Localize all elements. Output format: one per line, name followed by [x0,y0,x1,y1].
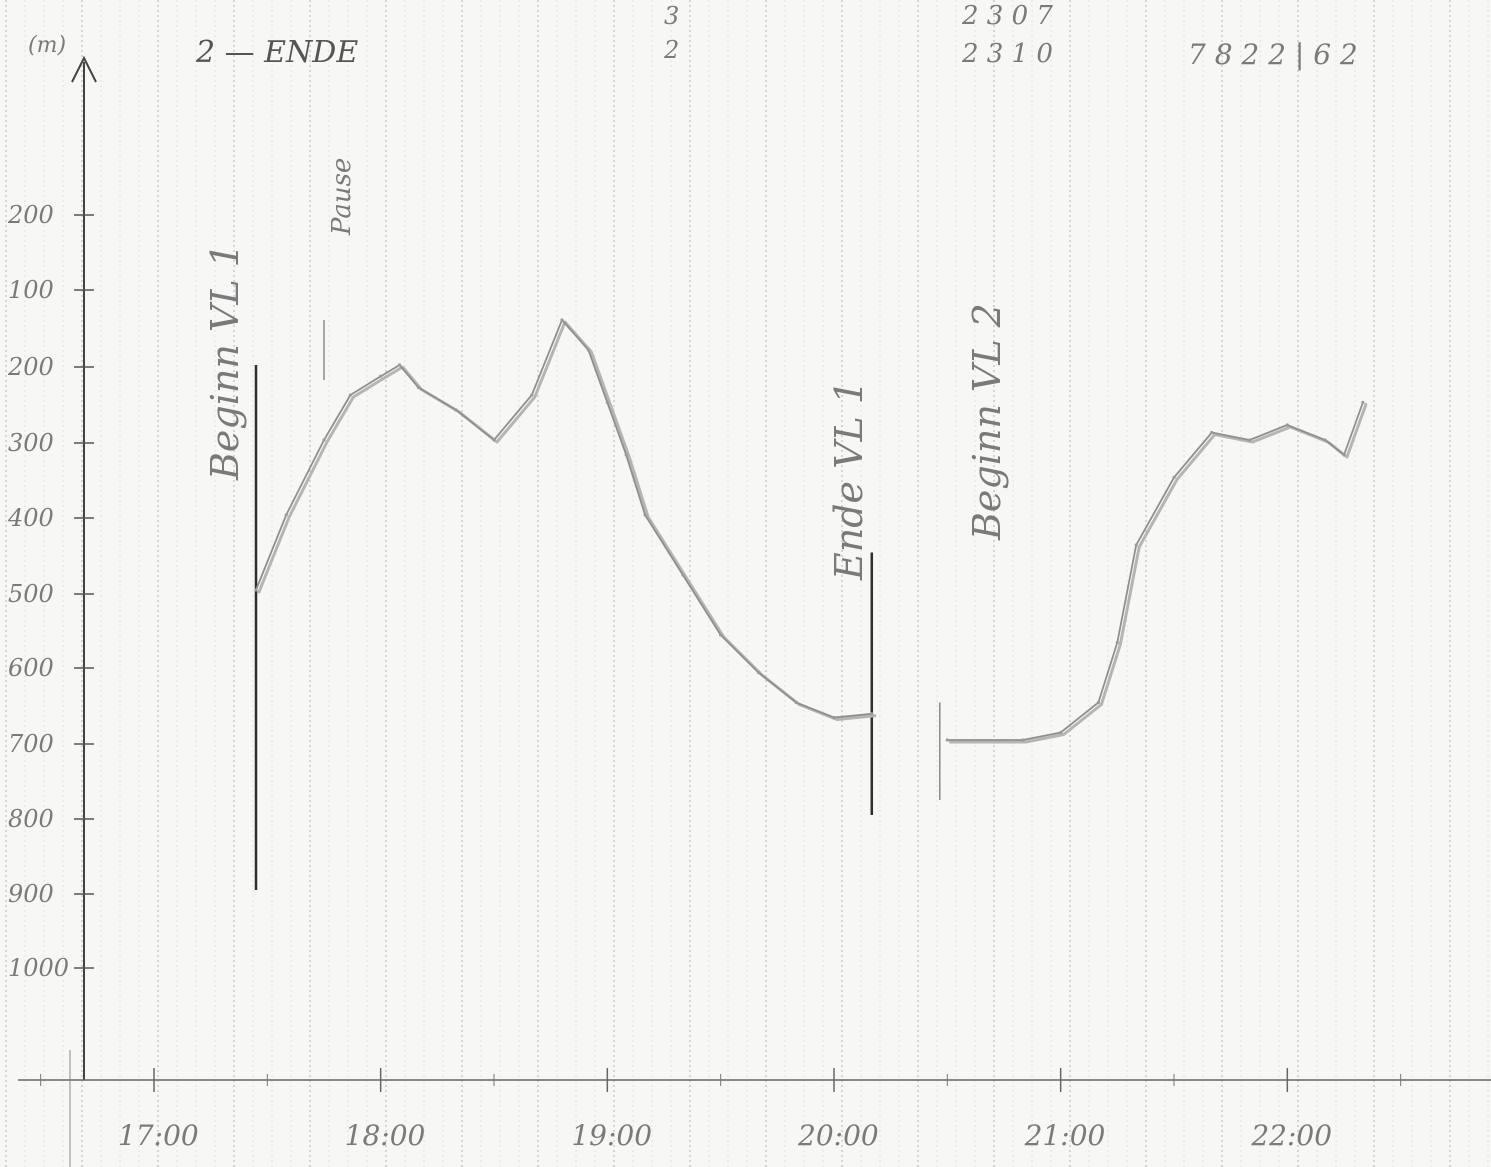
annotation-label: Ende VL 1 [827,380,871,581]
series-point [416,385,421,390]
y-tick-label: 300 [8,429,54,457]
series-point [254,588,258,592]
header-mid-top: 3 [664,2,679,30]
header-right-code: 7 8 2 2 | 6 2 [1188,38,1358,71]
series-point [1096,700,1101,705]
series-point [348,393,353,397]
series-point [1247,438,1252,442]
header-code-top: 2 3 0 7 [961,1,1053,31]
y-axis-unit: (m) [28,33,66,58]
series-point [454,408,458,412]
annotation-label: Beginn VL 1 [203,243,247,481]
series-point [1172,475,1176,480]
y-tick-label: 1000 [8,954,69,982]
y-tick-label: 700 [8,730,54,758]
x-tick-label: 22:00 [1250,1119,1332,1152]
annotation-label: Pause [327,158,357,236]
series-point [1021,738,1025,742]
annotation-label: Beginn VL 2 [965,303,1009,541]
series-group [254,318,1368,744]
series-point [1285,423,1289,427]
series-point [756,670,761,675]
series-point [560,318,564,322]
header-note: 2 — ENDE [195,35,358,70]
series-point [1134,543,1138,547]
series-point [586,348,591,352]
event-markers [254,320,941,890]
series-point [605,400,609,405]
series-point [832,715,836,720]
series-point [397,363,402,367]
y-tick-label: 500 [8,580,54,608]
header-mid-bottom: 2 [663,36,679,64]
y-tick-label: 600 [8,654,54,682]
annotation-group: Beginn VL 1 Pause Ende VL 1 Beginn VL 2 [203,158,1009,581]
series-point [681,573,685,577]
series-point [643,513,647,517]
y-tick-label: 900 [8,880,54,908]
y-axis-ticks: 200 100 200 300 400 500 600 700 800 900 1000 [7,201,94,982]
y-tick-label: 800 [8,805,54,833]
series-point [1323,438,1327,442]
y-tick-label: 100 [8,276,54,304]
y-axis-arrow [71,55,97,83]
series-point [1115,640,1119,645]
series-point [1059,730,1063,735]
series-point [870,712,874,716]
series-point [945,738,949,742]
series-point [1210,430,1214,435]
series-point [379,374,383,378]
x-axis-ticks: 17:00 18:00 19:00 20:00 21:00 22:00 [40,1068,1402,1152]
header-code-bottom: 2 3 1 0 [961,39,1053,69]
series-point [1342,453,1346,457]
y-tick-label: 200 [7,353,54,381]
series-point [1361,400,1365,405]
y-tick-label: 200 [7,201,54,229]
series-point [624,453,628,457]
x-tick-label: 18:00 [345,1119,426,1152]
series-point [492,438,496,442]
series-point [794,700,798,705]
y-tick-label: 400 [7,504,54,532]
x-tick-label: 20:00 [797,1119,879,1152]
series-point [284,513,288,517]
x-tick-label: 17:00 [118,1119,199,1152]
x-tick-label: 21:00 [1024,1119,1106,1152]
series-point [530,393,534,397]
series-point [719,633,723,637]
x-tick-label: 19:00 [571,1119,652,1152]
series-point [322,438,326,442]
